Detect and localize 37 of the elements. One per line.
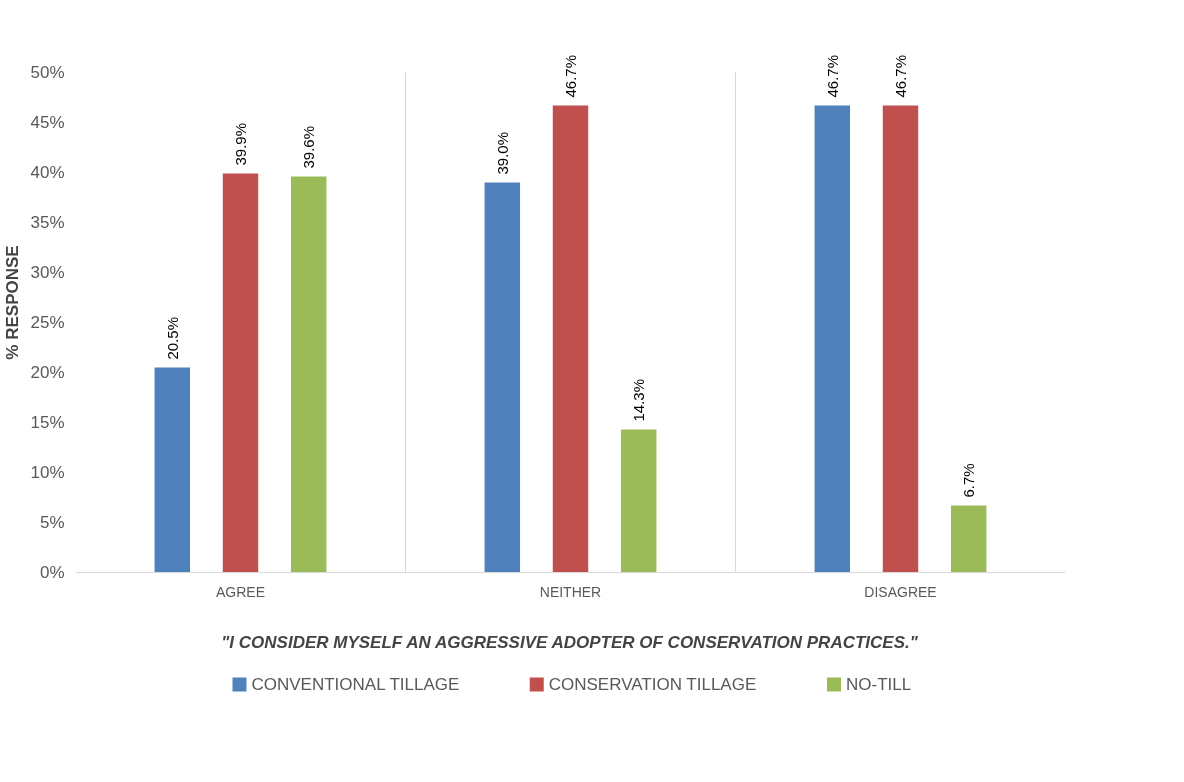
x-tick-label: NEITHER <box>539 583 602 600</box>
legend-label: CONSERVATION TILLAGE <box>548 675 757 694</box>
data-label: 39.0% <box>493 131 511 175</box>
bar <box>882 105 919 573</box>
data-label: 39.9% <box>232 122 249 166</box>
y-tick-label: 20% <box>30 363 65 382</box>
y-tick-label: 5% <box>39 513 65 532</box>
y-tick-label: 50% <box>30 63 65 82</box>
y-tick-label: 40% <box>30 163 65 182</box>
data-label: 46.7% <box>562 54 579 98</box>
y-tick-label: 25% <box>30 313 65 332</box>
legend-label: NO-TILL <box>846 675 912 694</box>
y-tick-label: 0% <box>39 563 65 582</box>
y-axis-title: % RESPONSE <box>3 245 23 360</box>
y-tick-label: 15% <box>30 413 65 432</box>
bar <box>552 105 589 573</box>
bar <box>950 505 987 573</box>
data-label: 6.7% <box>960 463 978 498</box>
data-label: 14.3% <box>630 378 648 422</box>
bar <box>620 429 657 573</box>
y-tick-label: 10% <box>30 463 65 482</box>
data-label: 46.7% <box>892 54 909 98</box>
x-axis-title: "I CONSIDER MYSELF AN AGGRESSIVE ADOPTER OF CONSERVATION PRACTICES." <box>221 632 919 652</box>
bar <box>814 105 851 573</box>
data-label: 46.7% <box>823 54 841 98</box>
x-tick-label: DISAGREE <box>864 583 937 600</box>
bar <box>222 173 259 573</box>
y-tick-label: 30% <box>30 263 65 282</box>
y-tick-label: 45% <box>30 113 65 132</box>
x-tick-label: AGREE <box>215 583 266 600</box>
bar <box>154 367 191 573</box>
data-label: 20.5% <box>163 316 181 360</box>
bar <box>484 182 521 573</box>
data-label: 39.6% <box>300 125 318 169</box>
legend-label: CONVENTIONAL TILLAGE <box>251 675 460 694</box>
bar <box>290 176 327 573</box>
y-tick-label: 35% <box>30 213 65 232</box>
